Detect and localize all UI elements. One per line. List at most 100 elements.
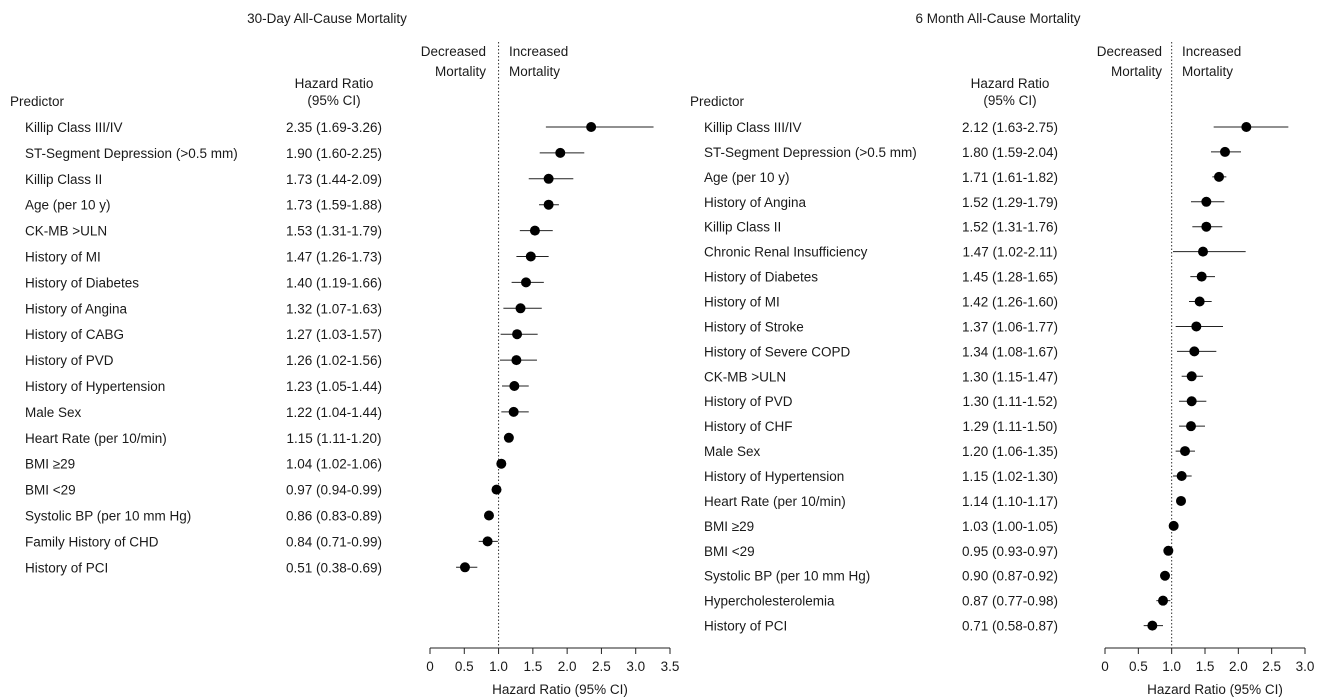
predictor-label: ST-Segment Depression (>0.5 mm): [704, 145, 917, 160]
predictor-label: History of Angina: [25, 301, 128, 316]
predictor-label: Killip Class II: [704, 220, 781, 235]
hazard-ratio-value: 2.35 (1.69-3.26): [286, 120, 382, 135]
hazard-ratio-value: 1.30 (1.15-1.47): [962, 369, 1058, 384]
hazard-ratio-value: 0.51 (0.38-0.69): [286, 560, 382, 575]
hazard-ratio-point: [1186, 421, 1196, 432]
x-tick-label: 1.0: [489, 659, 508, 674]
predictor-label: Killip Class II: [25, 172, 102, 187]
hazard-ratio-value: 1.47 (1.26-1.73): [286, 250, 382, 265]
x-tick-label: 1.0: [1162, 659, 1181, 674]
hazard-ratio-value: 1.52 (1.29-1.79): [962, 195, 1058, 210]
predictor-label: History of Severe COPD: [704, 344, 851, 359]
x-tick-label: 3.0: [626, 659, 645, 674]
hazard-ratio-point: [1168, 520, 1179, 531]
hazard-ratio-point: [529, 225, 540, 236]
predictor-label: History of PCI: [25, 560, 108, 575]
predictor-label: Heart Rate (per 10/min): [704, 494, 846, 509]
x-tick-label: 3.5: [661, 659, 680, 674]
predictor-label: BMI <29: [704, 544, 755, 559]
hazard-ratio-value: 1.29 (1.11-1.50): [962, 419, 1057, 434]
hazard-ratio-point: [1180, 446, 1190, 457]
predictor-label: BMI ≥29: [25, 457, 75, 472]
hazard-ratio-ci-header: (95% CI): [307, 93, 360, 108]
chart-title: 30-Day All-Cause Mortality: [247, 11, 407, 26]
hazard-ratio-value: 1.40 (1.19-1.66): [286, 275, 382, 290]
x-axis-label: Hazard Ratio (95% CI): [1147, 682, 1283, 697]
hazard-ratio-value: 1.23 (1.05-1.44): [286, 379, 382, 394]
decreased-label: Decreased: [1097, 44, 1162, 59]
predictor-label: History of Diabetes: [25, 275, 139, 290]
hazard-ratio-value: 1.52 (1.31-1.76): [962, 220, 1058, 235]
predictor-label: History of CHF: [704, 419, 793, 434]
hazard-ratio-value: 1.27 (1.03-1.57): [286, 327, 382, 342]
predictor-label: BMI ≥29: [704, 519, 754, 534]
hazard-ratio-point: [515, 303, 526, 314]
hazard-ratio-value: 1.20 (1.06-1.35): [962, 444, 1058, 459]
hazard-ratio-point: [555, 147, 566, 158]
predictor-label: Male Sex: [704, 444, 761, 459]
hazard-ratio-value: 1.15 (1.11-1.20): [286, 431, 381, 446]
x-tick-label: 0.5: [455, 659, 474, 674]
predictor-label: BMI <29: [25, 483, 76, 498]
hazard-ratio-point: [1147, 620, 1158, 631]
predictor-label: Systolic BP (per 10 mm Hg): [25, 509, 191, 524]
predictor-label: History of Hypertension: [704, 469, 844, 484]
predictor-header: Predictor: [690, 94, 745, 109]
predictor-label: Age (per 10 y): [704, 170, 790, 185]
hazard-ratio-point: [1176, 471, 1187, 482]
hazard-ratio-value: 1.30 (1.11-1.52): [962, 394, 1057, 409]
hazard-ratio-point: [1158, 595, 1168, 606]
hazard-ratio-value: 0.86 (0.83-0.89): [286, 509, 382, 524]
predictor-label: ST-Segment Depression (>0.5 mm): [25, 146, 238, 161]
hazard-ratio-point: [503, 432, 514, 443]
hazard-ratio-value: 0.71 (0.58-0.87): [962, 619, 1058, 634]
hazard-ratio-value: 1.14 (1.10-1.17): [962, 494, 1058, 509]
predictor-label: Hypercholesterolemia: [704, 594, 835, 609]
hazard-ratio-point: [1186, 371, 1197, 382]
predictor-label: History of Stroke: [704, 319, 804, 334]
increased-label: Increased: [1182, 44, 1241, 59]
x-tick-label: 1.5: [1196, 659, 1215, 674]
hazard-ratio-point: [1189, 346, 1200, 357]
hazard-ratio-point: [521, 277, 531, 288]
hazard-ratio-point: [1186, 396, 1197, 407]
hazard-ratio-point: [491, 484, 502, 495]
hazard-ratio-value: 0.95 (0.93-0.97): [962, 544, 1058, 559]
hazard-ratio-point: [1214, 171, 1224, 182]
increased-mortality-label: Mortality: [509, 64, 560, 79]
hazard-ratio-header: Hazard Ratio: [295, 76, 374, 91]
hazard-ratio-value: 1.73 (1.59-1.88): [286, 198, 382, 213]
hazard-ratio-value: 1.34 (1.08-1.67): [962, 344, 1058, 359]
hazard-ratio-point: [1201, 196, 1212, 207]
x-tick-label: 2.5: [1262, 659, 1281, 674]
hazard-ratio-point: [1191, 321, 1202, 332]
hazard-ratio-point: [543, 173, 554, 184]
hazard-ratio-value: 1.15 (1.02-1.30): [962, 469, 1058, 484]
hazard-ratio-point: [1176, 495, 1186, 506]
hazard-ratio-point: [508, 406, 519, 417]
x-tick-label: 0: [426, 659, 434, 674]
hazard-ratio-header: Hazard Ratio: [971, 76, 1050, 91]
hazard-ratio-value: 0.90 (0.87-0.92): [962, 569, 1058, 584]
x-tick-label: 0: [1101, 659, 1109, 674]
hazard-ratio-value: 1.22 (1.04-1.44): [286, 405, 382, 420]
hazard-ratio-point: [511, 355, 522, 366]
decreased-mortality-label: Mortality: [1111, 64, 1162, 79]
predictor-label: Male Sex: [25, 405, 82, 420]
hazard-ratio-point: [1241, 122, 1252, 132]
hazard-ratio-value: 1.73 (1.44-2.09): [286, 172, 382, 187]
hazard-ratio-value: 1.37 (1.06-1.77): [962, 319, 1058, 334]
x-tick-label: 1.5: [523, 659, 542, 674]
predictor-label: History of PVD: [704, 394, 793, 409]
hazard-ratio-value: 1.80 (1.59-2.04): [962, 145, 1058, 160]
predictor-label: Heart Rate (per 10/min): [25, 431, 167, 446]
hazard-ratio-value: 1.32 (1.07-1.63): [286, 301, 382, 316]
predictor-label: Systolic BP (per 10 mm Hg): [704, 569, 870, 584]
predictor-label: History of PVD: [25, 353, 114, 368]
hazard-ratio-value: 1.04 (1.02-1.06): [286, 457, 382, 472]
hazard-ratio-value: 1.53 (1.31-1.79): [286, 224, 382, 239]
predictor-label: Family History of CHD: [25, 534, 159, 549]
hazard-ratio-point: [1198, 246, 1208, 257]
x-tick-label: 0.5: [1129, 659, 1148, 674]
